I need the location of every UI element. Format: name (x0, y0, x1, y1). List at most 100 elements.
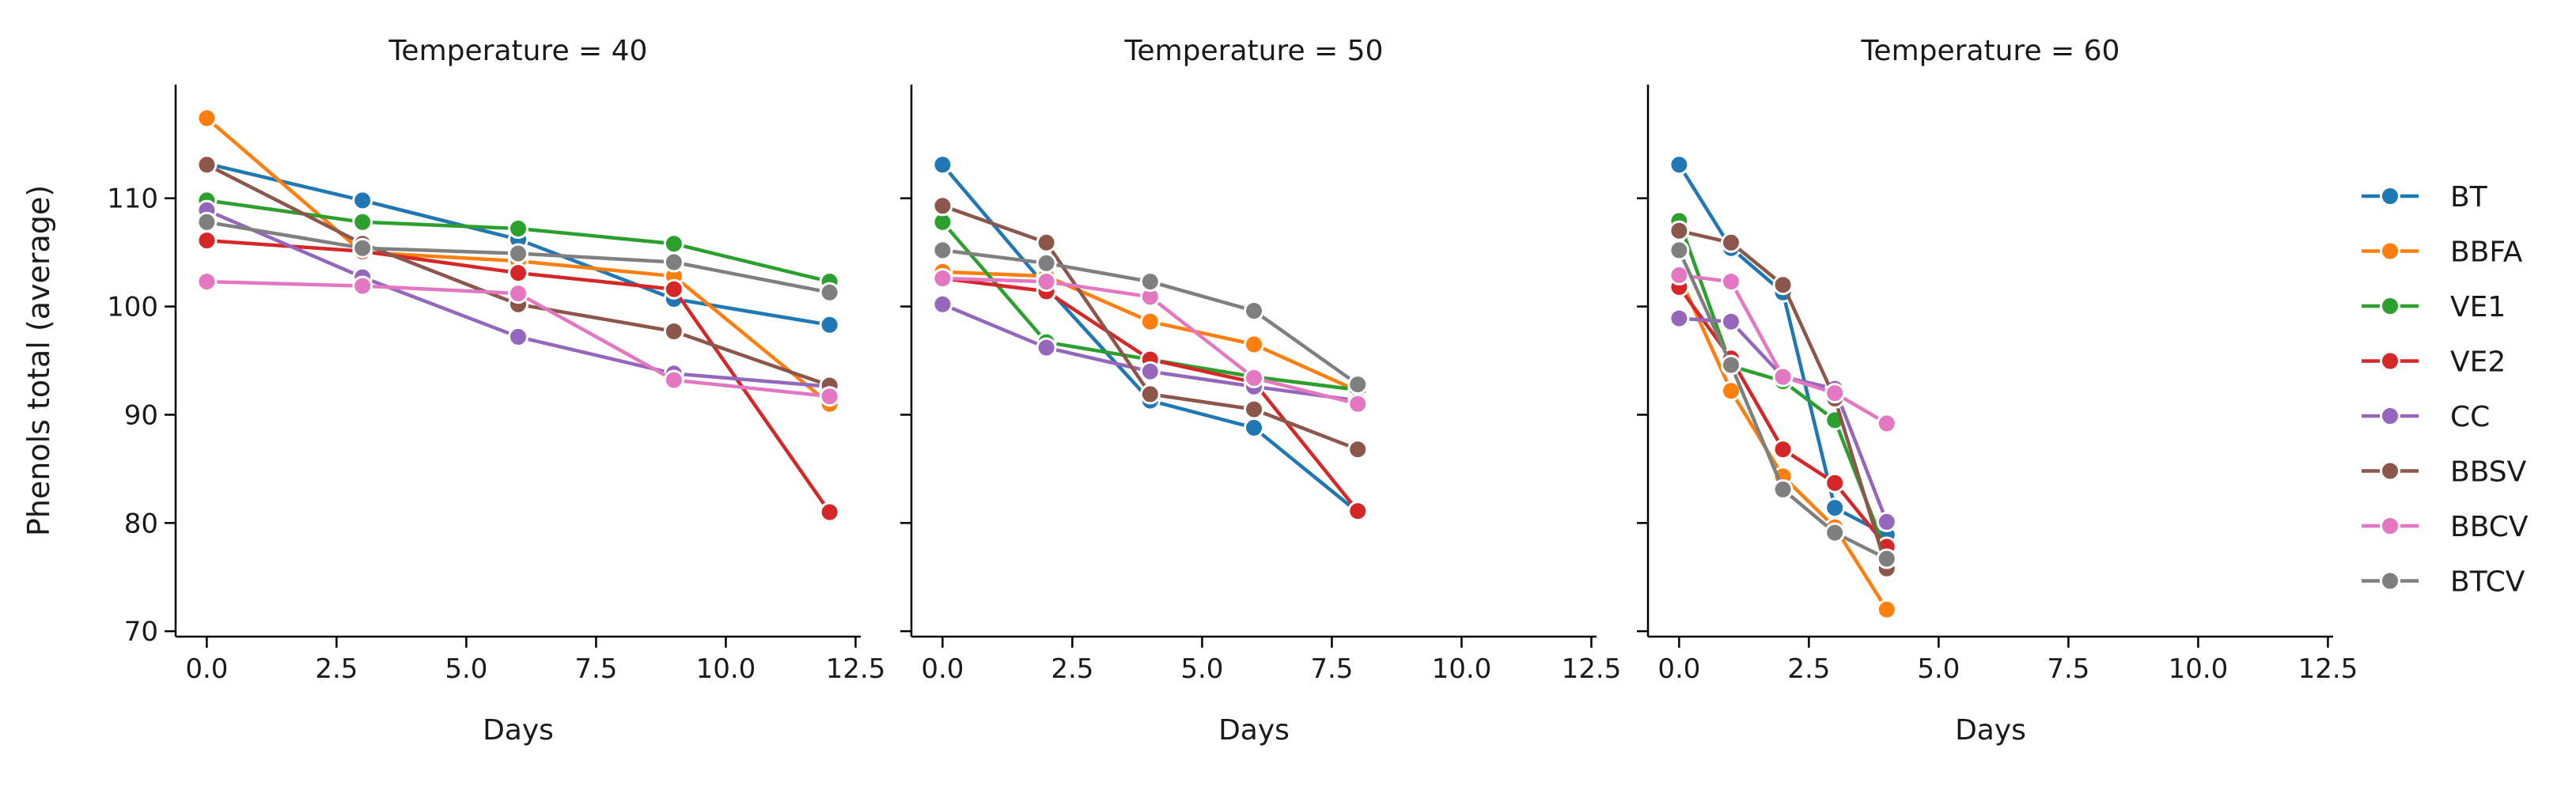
data-point (819, 314, 840, 335)
x-tick-label: 5.0 (1180, 653, 1223, 685)
legend-marker (2380, 516, 2400, 536)
x-axis-label: Days (1955, 714, 2026, 747)
x-axis-label: Days (1218, 714, 1290, 747)
data-point (1876, 413, 1897, 434)
legend-label: BBFA (2450, 236, 2523, 269)
y-axis-label: Phenols total (average) (21, 185, 56, 536)
legend-label: BBSV (2450, 456, 2527, 489)
data-point (1772, 366, 1794, 388)
y-tick-label: 110 (107, 183, 158, 215)
data-point (1139, 384, 1161, 405)
panel-title: Temperature = 50 (1124, 35, 1384, 67)
data-point (1139, 311, 1161, 332)
series-bbcv (932, 268, 1369, 414)
x-tick-label: 0.0 (921, 653, 964, 685)
data-point (1244, 301, 1264, 321)
data-point (196, 211, 218, 233)
x-tick-label: 2.5 (1051, 653, 1093, 685)
data-point (196, 271, 218, 293)
series-line (1677, 285, 1889, 549)
legend-marker (2380, 406, 2400, 426)
data-point (1036, 252, 1057, 274)
data-point (1721, 271, 1741, 293)
x-tick-label: 12.5 (1562, 653, 1622, 685)
data-point (1721, 311, 1741, 332)
data-point (1244, 367, 1264, 388)
panel-title: Temperature = 60 (1861, 35, 2120, 67)
data-point (1036, 232, 1057, 253)
x-tick-label: 7.5 (1310, 653, 1353, 685)
x-tick-label: 0.0 (1657, 653, 1700, 685)
legend-marker (2380, 186, 2400, 206)
x-tick-label: 10.0 (1432, 653, 1492, 685)
y-tick-label: 90 (124, 399, 158, 431)
legend-label: VE1 (2450, 291, 2506, 323)
data-point (196, 154, 218, 176)
data-point (508, 218, 528, 239)
data-point (508, 243, 528, 264)
x-tick-label: 12.5 (826, 653, 886, 685)
data-point (1669, 308, 1690, 329)
x-tick-label: 5.0 (445, 653, 487, 685)
data-point (1876, 599, 1897, 620)
x-tick-label: 10.0 (696, 653, 756, 685)
data-point (1244, 417, 1264, 438)
legend-marker (2380, 570, 2400, 592)
data-point (508, 263, 528, 284)
data-point (663, 278, 684, 300)
data-point (352, 237, 373, 259)
data-point (352, 190, 373, 211)
series-btcv (196, 211, 840, 303)
legend-label: BTCV (2450, 566, 2525, 599)
data-point (1347, 501, 1369, 522)
data-point (1772, 439, 1794, 460)
series-bbsv (1669, 220, 1897, 579)
data-point (1036, 337, 1057, 358)
data-point (1876, 511, 1897, 532)
data-point (1036, 271, 1057, 293)
series-bbcv (1669, 264, 1897, 434)
data-point (508, 326, 528, 347)
legend-item-bt: BT (2362, 181, 2488, 214)
data-point (1721, 232, 1741, 253)
series-ve2 (196, 230, 840, 523)
data-point (1824, 522, 1846, 543)
data-point (352, 211, 373, 233)
legend-item-ve1: VE1 (2362, 291, 2506, 323)
legend-item-bbcv: BBCV (2362, 511, 2529, 543)
data-point (1347, 393, 1369, 414)
data-point (1824, 497, 1846, 519)
data-point (1721, 354, 1741, 376)
panel-1: Temperature = 40 70 80 90 100 110 0.0 2.5 5.0 7.5… (107, 35, 885, 747)
legend-label: BT (2450, 181, 2488, 214)
legend-label: BBCV (2450, 511, 2529, 543)
y-tick-label: 70 (124, 616, 158, 648)
series-bbsv (932, 195, 1369, 460)
y-tick-label: 100 (107, 292, 158, 323)
data-point (1669, 220, 1690, 241)
data-point (1669, 264, 1690, 285)
legend: BT BBFA VE1 VE2 CC BBSV BBCV BTCV (2362, 181, 2529, 599)
y-tick-label: 80 (124, 508, 158, 539)
series-btcv (1669, 240, 1897, 569)
data-point (932, 268, 953, 289)
legend-item-ve2: VE2 (2362, 346, 2506, 379)
data-point (196, 230, 218, 251)
data-point (819, 501, 840, 523)
data-point (1876, 548, 1897, 569)
legend-item-cc: CC (2362, 401, 2490, 433)
legend-marker (2380, 460, 2400, 482)
data-point (196, 108, 218, 129)
data-point (1244, 399, 1264, 420)
data-point (1772, 478, 1794, 500)
series-btcv (932, 240, 1369, 395)
data-point (1244, 334, 1264, 355)
data-point (1139, 271, 1161, 293)
data-point (1669, 154, 1690, 176)
data-point (932, 154, 953, 176)
legend-item-bbsv: BBSV (2362, 456, 2527, 489)
data-point (1139, 361, 1161, 382)
data-point (932, 240, 953, 261)
data-point (932, 195, 953, 217)
